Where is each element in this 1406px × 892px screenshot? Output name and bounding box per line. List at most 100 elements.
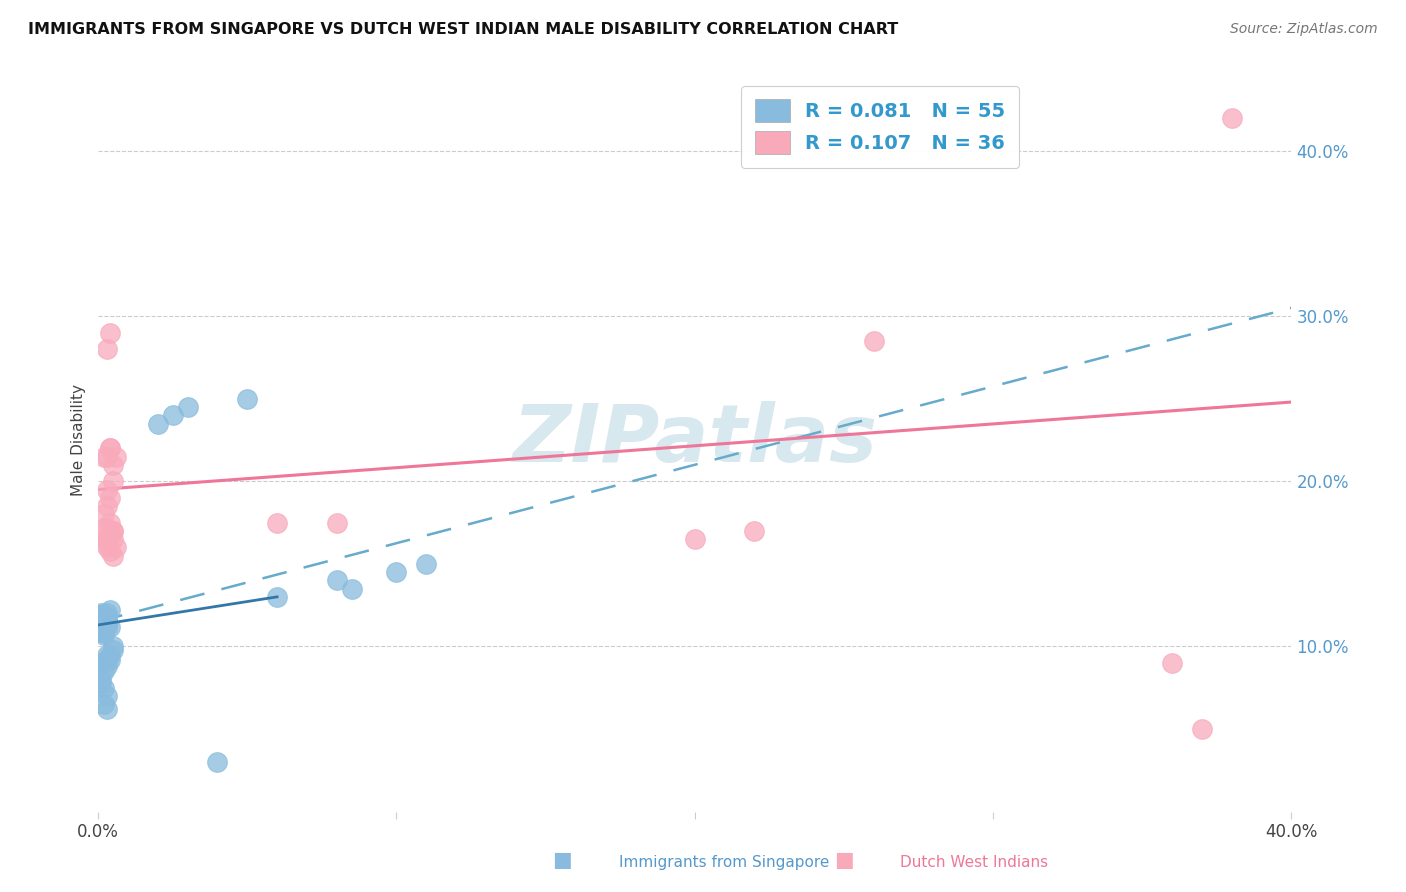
Point	[96, 616, 118, 631]
Point	[98, 442, 121, 456]
Point	[207, 755, 229, 769]
Point	[1161, 656, 1184, 670]
Point	[98, 527, 121, 541]
Point	[96, 499, 118, 513]
Point	[96, 702, 118, 716]
Point	[385, 565, 408, 579]
Point	[101, 475, 124, 489]
Point	[104, 450, 127, 464]
Point	[93, 611, 115, 625]
Point	[90, 673, 112, 687]
Point	[93, 613, 115, 627]
Point	[96, 659, 118, 673]
Legend: R = 0.081   N = 55, R = 0.107   N = 36: R = 0.081 N = 55, R = 0.107 N = 36	[741, 86, 1019, 168]
Point	[90, 609, 112, 624]
Point	[101, 640, 124, 654]
Point	[98, 543, 121, 558]
Point	[98, 516, 121, 530]
Point	[96, 607, 118, 621]
Point	[93, 628, 115, 642]
Point	[325, 516, 347, 530]
Point	[1191, 722, 1213, 736]
Point	[93, 626, 115, 640]
Point	[90, 607, 112, 622]
Text: Dutch West Indians: Dutch West Indians	[900, 855, 1047, 870]
Point	[104, 541, 127, 555]
Point	[101, 532, 124, 546]
Point	[98, 442, 121, 456]
Y-axis label: Male Disability: Male Disability	[72, 384, 86, 496]
Point	[96, 689, 118, 703]
Text: IMMIGRANTS FROM SINGAPORE VS DUTCH WEST INDIAN MALE DISABILITY CORRELATION CHART: IMMIGRANTS FROM SINGAPORE VS DUTCH WEST …	[28, 22, 898, 37]
Point	[101, 458, 124, 472]
Point	[93, 508, 115, 522]
Point	[96, 648, 118, 662]
Point	[96, 615, 118, 629]
Point	[93, 664, 115, 678]
Point	[96, 342, 118, 356]
Point	[90, 607, 112, 621]
Point	[90, 615, 112, 629]
Point	[96, 450, 118, 464]
Point	[90, 675, 112, 690]
Point	[93, 613, 115, 627]
Point	[93, 611, 115, 625]
Text: Immigrants from Singapore: Immigrants from Singapore	[619, 855, 830, 870]
Text: ■: ■	[553, 850, 572, 870]
Point	[93, 615, 115, 629]
Point	[1220, 111, 1243, 125]
Point	[96, 532, 118, 546]
Point	[98, 603, 121, 617]
Point	[96, 652, 118, 666]
Point	[96, 613, 118, 627]
Point	[176, 400, 198, 414]
Point	[162, 409, 184, 423]
Point	[340, 582, 363, 596]
Point	[266, 516, 288, 530]
Point	[96, 619, 118, 633]
Point	[96, 618, 118, 632]
Point	[90, 609, 112, 624]
Point	[93, 520, 115, 534]
Point	[93, 619, 115, 633]
Point	[90, 656, 112, 670]
Point	[862, 334, 884, 348]
Point	[90, 607, 112, 622]
Point	[101, 642, 124, 657]
Point	[96, 520, 118, 534]
Point	[744, 524, 766, 538]
Point	[98, 652, 121, 666]
Point	[101, 524, 124, 538]
Text: ZIPatlas: ZIPatlas	[512, 401, 877, 479]
Point	[96, 532, 118, 546]
Point	[90, 621, 112, 635]
Text: ■: ■	[834, 850, 853, 870]
Point	[93, 618, 115, 632]
Point	[101, 524, 124, 538]
Point	[236, 392, 259, 406]
Point	[325, 574, 347, 588]
Point	[98, 527, 121, 541]
Point	[93, 681, 115, 695]
Point	[98, 491, 121, 505]
Point	[683, 532, 706, 546]
Point	[96, 483, 118, 497]
Point	[93, 697, 115, 711]
Point	[96, 537, 118, 551]
Point	[93, 616, 115, 631]
Text: Source: ZipAtlas.com: Source: ZipAtlas.com	[1230, 22, 1378, 37]
Point	[98, 648, 121, 662]
Point	[96, 609, 118, 624]
Point	[90, 624, 112, 639]
Point	[96, 609, 118, 624]
Point	[146, 417, 169, 431]
Point	[96, 541, 118, 555]
Point	[98, 619, 121, 633]
Point	[415, 557, 437, 571]
Point	[98, 326, 121, 340]
Point	[93, 615, 115, 629]
Point	[90, 623, 112, 637]
Point	[266, 590, 288, 604]
Point	[93, 450, 115, 464]
Point	[101, 549, 124, 563]
